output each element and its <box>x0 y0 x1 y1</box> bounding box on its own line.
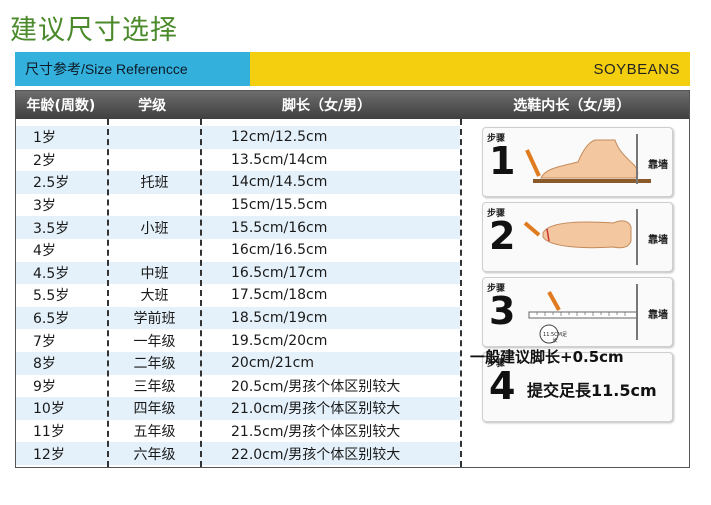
age-cell: 8岁 <box>33 356 56 373</box>
foot-length-cell: 22.0cm/男孩个体区别较大 <box>231 446 401 463</box>
step-number: 4 <box>489 364 516 408</box>
foot-top-illustration <box>523 209 638 265</box>
age-cell: 5.5岁 <box>33 288 70 305</box>
foot-length-cell: 20.5cm/男孩个体区别较大 <box>231 378 401 395</box>
table-row: 6.5岁 学前班 18.5cm/19cm <box>16 306 460 330</box>
foot-length-cell: 16cm/16.5cm <box>231 242 328 259</box>
table-row: 12岁 六年级 22.0cm/男孩个体区别较大 <box>16 442 460 465</box>
foot-side-illustration <box>525 134 651 184</box>
grade-cell: 六年级 <box>133 446 176 463</box>
grade-cell: 托班 <box>140 175 169 192</box>
foot-length-cell: 21.5cm/男孩个体区别较大 <box>231 424 401 441</box>
foot-length-cell: 17.5cm/18cm <box>231 287 328 304</box>
table-row: 2.5岁 托班 14cm/14.5cm <box>16 171 460 194</box>
measure-steps: 步骤 1 靠墙 步骤 2 靠墙 步骤 <box>482 127 673 427</box>
wall-label: 靠墙 <box>648 235 668 246</box>
grade-cell: 二年级 <box>133 356 176 373</box>
foot-length-cell: 13.5cm/14cm <box>231 151 328 168</box>
header-age: 年龄(周数) <box>26 98 96 114</box>
grade-cell: 大班 <box>140 288 169 305</box>
foot-length-cell: 20cm/21cm <box>231 355 315 372</box>
age-cell: 3岁 <box>33 198 56 215</box>
table-row: 11岁 五年级 21.5cm/男孩个体区别较大 <box>16 420 460 443</box>
table-row: 8岁 二年级 20cm/21cm <box>16 351 460 375</box>
age-cell: 11岁 <box>33 424 65 441</box>
step-number: 1 <box>489 139 516 183</box>
table-row: 9岁 三年级 20.5cm/男孩个体区别较大 <box>16 375 460 398</box>
size-table: 年龄(周数) 学级 脚长（女/男） 选鞋内长（女/男） 1岁 12cm/12.5c… <box>15 90 690 468</box>
age-cell: 1岁 <box>33 130 56 147</box>
header-inner-length: 选鞋内长（女/男） <box>513 98 631 114</box>
advice-text: 一般建议脚长+0.5cm <box>470 348 624 366</box>
step-4-panel: 步骤 4 提交足長11.5cm <box>482 352 673 422</box>
table-row: 1岁 12cm/12.5cm <box>16 126 460 149</box>
step-1-panel: 步骤 1 靠墙 <box>482 127 673 197</box>
wall-label: 靠墙 <box>648 160 668 171</box>
step-2-panel: 步骤 2 靠墙 <box>482 202 673 272</box>
grade-cell: 小班 <box>140 220 169 237</box>
step-3-panel: 步骤 3 靠墙 11.5CM足长 <box>482 277 673 347</box>
age-cell: 4岁 <box>33 243 56 260</box>
foot-length-cell: 14cm/14.5cm <box>231 174 328 191</box>
table-row: 5.5岁 大班 17.5cm/18cm <box>16 284 460 307</box>
step-label: 步骤 <box>487 209 506 219</box>
table-header: 年龄(周数) 学级 脚长（女/男） 选鞋内长（女/男） <box>16 91 689 119</box>
age-cell: 9岁 <box>33 378 56 395</box>
column-divider <box>200 119 202 467</box>
header-grade: 学级 <box>138 98 167 114</box>
foot-length-cell: 16.5cm/17cm <box>231 264 328 281</box>
table-row: 7岁 一年级 19.5cm/20cm <box>16 329 460 352</box>
foot-length-cell: 21.0cm/男孩个体区别较大 <box>231 401 401 418</box>
age-cell: 2.5岁 <box>33 175 70 192</box>
age-cell: 4.5岁 <box>33 265 70 282</box>
column-divider <box>107 119 109 467</box>
foot-length-cell: 19.5cm/20cm <box>231 332 328 349</box>
brand-label: SOYBEANS <box>250 52 690 86</box>
table-row: 10岁 四年级 21.0cm/男孩个体区别较大 <box>16 397 460 420</box>
age-cell: 2岁 <box>33 152 56 169</box>
size-reference-banner: 尺寸参考/Size Referencce SOYBEANS <box>15 52 690 86</box>
grade-cell: 中班 <box>140 265 169 282</box>
age-cell: 10岁 <box>33 401 65 418</box>
step-number: 3 <box>489 289 516 333</box>
step-label: 步骤 <box>487 284 506 294</box>
foot-length-cell: 12cm/12.5cm <box>231 129 328 146</box>
foot-length-cell: 15cm/15.5cm <box>231 197 328 214</box>
ruler-note: 11.5CM足长 <box>543 332 567 344</box>
submit-foot-length-text: 提交足長11.5cm <box>527 381 657 400</box>
table-row: 4.5岁 中班 16.5cm/17cm <box>16 261 460 285</box>
table-row: 2岁 13.5cm/14cm <box>16 149 460 172</box>
foot-length-cell: 15.5cm/16cm <box>231 219 328 236</box>
age-cell: 6.5岁 <box>33 311 70 328</box>
step-number: 2 <box>489 214 516 258</box>
table-row: 3.5岁 小班 15.5cm/16cm <box>16 216 460 239</box>
grade-cell: 学前班 <box>133 311 176 328</box>
size-reference-label: 尺寸参考/Size Referencce <box>15 52 250 86</box>
header-foot-length: 脚长（女/男） <box>282 98 372 114</box>
ruler-illustration <box>528 284 638 344</box>
grade-cell: 五年级 <box>133 424 176 441</box>
grade-cell: 三年级 <box>133 378 176 395</box>
step-label: 步骤 <box>487 134 506 144</box>
column-divider <box>460 119 462 467</box>
wall-label: 靠墙 <box>648 310 668 321</box>
grade-cell: 四年级 <box>133 401 176 418</box>
age-cell: 12岁 <box>33 446 65 463</box>
age-cell: 7岁 <box>33 333 56 350</box>
age-cell: 3.5岁 <box>33 220 70 237</box>
foot-length-cell: 18.5cm/19cm <box>231 310 328 327</box>
grade-cell: 一年级 <box>133 333 176 350</box>
table-body: 1岁 12cm/12.5cm 2岁 13.5cm/14cm 2.5岁 托班 14cm/1… <box>16 126 460 465</box>
table-row: 4岁 16cm/16.5cm <box>16 239 460 262</box>
step-label: 步骤 <box>487 359 506 369</box>
table-row: 3岁 15cm/15.5cm <box>16 194 460 217</box>
page-title: 建议尺寸选择 <box>10 15 178 46</box>
